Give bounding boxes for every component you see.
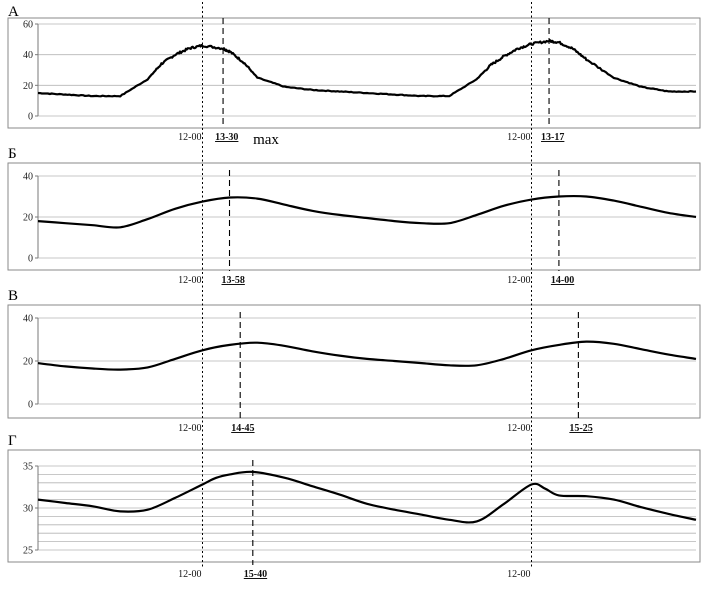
y-tick-label: 40 <box>23 50 33 61</box>
y-tick-label: 60 <box>23 20 33 31</box>
peak-time-label: 14-45 <box>231 423 254 434</box>
noon-time-label: 12-00 <box>178 275 201 286</box>
panel-frame <box>7 449 701 563</box>
panel-label: Б <box>8 146 17 162</box>
noon-time-label: 12-00 <box>507 132 530 143</box>
peak-time-label: 15-40 <box>244 569 267 580</box>
noon-time-label: 12-00 <box>507 275 530 286</box>
y-tick-label: 20 <box>23 357 33 368</box>
y-tick-label: 20 <box>23 213 33 224</box>
noon-time-label: 12-00 <box>178 132 201 143</box>
noon-time-label: 12-00 <box>178 569 201 580</box>
y-tick-label: 30 <box>23 504 33 515</box>
max-annotation: max <box>253 132 279 148</box>
peak-time-label: 14-00 <box>551 275 574 286</box>
panel-label: А <box>8 4 19 20</box>
panel-label: Г <box>8 433 17 449</box>
y-tick-label: 0 <box>28 254 33 265</box>
series-line <box>37 470 697 524</box>
y-tick-label: 40 <box>23 314 33 325</box>
peak-time-label: 15-25 <box>569 423 592 434</box>
series-line <box>37 194 697 229</box>
peak-time-label: 13-30 <box>215 132 238 143</box>
peak-time-label: 13-17 <box>541 132 564 143</box>
panel-label: В <box>8 288 18 304</box>
series-line <box>37 340 697 371</box>
y-tick-label: 35 <box>23 462 33 473</box>
noon-time-label: 12-00 <box>507 423 530 434</box>
peak-time-label: 13-58 <box>222 275 245 286</box>
noon-time-label: 12-00 <box>178 423 201 434</box>
y-tick-label: 0 <box>28 112 33 123</box>
y-tick-label: 40 <box>23 172 33 183</box>
panel-frame <box>7 162 701 271</box>
panel-frame <box>7 17 701 129</box>
y-tick-label: 0 <box>28 400 33 411</box>
y-tick-label: 20 <box>23 81 33 92</box>
y-tick-label: 25 <box>23 546 33 557</box>
panel-frame <box>7 304 701 419</box>
series-line <box>37 38 697 98</box>
noon-time-label: 12-00 <box>507 569 530 580</box>
